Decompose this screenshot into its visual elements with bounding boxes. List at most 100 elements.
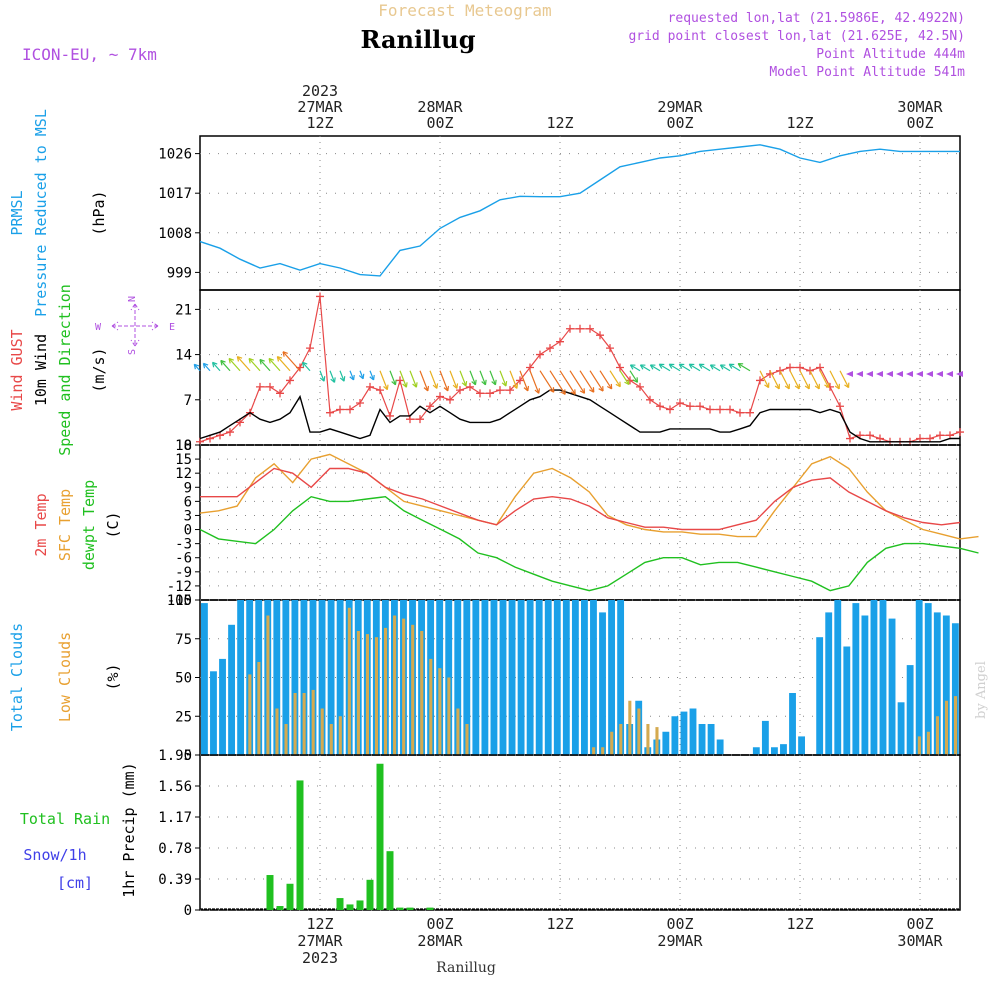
wind-arrow <box>799 370 810 390</box>
wind-arrow <box>389 370 397 386</box>
wind-arrow-head <box>452 383 459 389</box>
bottom-time-label: 12Z <box>786 915 813 933</box>
wind-arrow-head <box>391 379 397 386</box>
wind-arrow <box>459 370 467 387</box>
header-title: Ranillug <box>360 25 475 54</box>
wind-arrow <box>329 370 336 383</box>
total-cloud-bar <box>752 747 760 755</box>
gust-marker <box>846 434 854 443</box>
bottom-time-label: 28MAR <box>417 932 463 950</box>
total-cloud-bar <box>816 637 824 755</box>
total-cloud-bar <box>825 612 833 755</box>
wind-arrow <box>809 370 820 390</box>
low-cloud-bar <box>628 700 632 755</box>
footer-location: Ranillug <box>436 960 496 976</box>
pressure-line <box>199 144 960 277</box>
wind-gust-label: Wind GUST <box>8 329 26 410</box>
gust-marker <box>696 402 704 411</box>
wind-arrow-head <box>236 355 243 362</box>
temp-2m-label: 2m Temp <box>32 493 50 556</box>
wind-arrow <box>276 356 291 372</box>
wind-arrow <box>469 370 477 386</box>
wind-arrow <box>896 370 903 377</box>
gust-marker <box>336 405 344 414</box>
gust-marker <box>516 376 524 385</box>
low-cloud-bar <box>420 631 424 755</box>
total-cloud-bar <box>671 716 679 755</box>
wind-arrow <box>349 370 355 381</box>
wind-arrow-head <box>491 379 497 386</box>
location-info-3: Model Point Altitude 541m <box>769 65 965 80</box>
gust-marker <box>376 386 384 395</box>
rain-bar <box>266 875 274 910</box>
low-cloud-bar <box>429 658 433 755</box>
gust-marker <box>476 389 484 398</box>
total-cloud-bar <box>951 623 959 755</box>
wind-arrow-head <box>615 381 621 388</box>
total-cloud-bar <box>463 600 471 755</box>
total-cloud-bar <box>535 600 543 755</box>
location-info-1: grid point closest lon,lat (21.625E, 42.… <box>628 29 965 44</box>
wind-arrow-head <box>678 363 685 369</box>
wind-arrow <box>409 370 417 388</box>
gust-marker <box>636 382 644 391</box>
bottom-time-label: 12Z <box>306 915 333 933</box>
snow-unit-label: [cm] <box>57 874 93 892</box>
bottom-time-label: 00Z <box>666 915 693 933</box>
total-cloud-bar <box>318 600 326 755</box>
wind-arrow <box>268 358 281 372</box>
gust-marker <box>786 363 794 372</box>
rain-bar <box>406 907 414 910</box>
wind-arrow-head <box>228 357 234 364</box>
wind-arrow-head <box>834 383 840 390</box>
wind-arrow <box>429 370 438 389</box>
compass-s: S <box>127 349 138 355</box>
y-tick-label: -6 <box>175 551 192 567</box>
wind-arrow <box>846 370 853 377</box>
gust-marker <box>686 402 694 411</box>
low-cloud-bar <box>447 677 451 755</box>
wind-arrow <box>539 370 555 393</box>
wind-arrow <box>829 370 840 390</box>
wind-arrow-head <box>844 382 850 389</box>
low-cloud-bar <box>646 724 650 755</box>
wind-arrow-head <box>330 377 336 383</box>
wind-arrow <box>449 370 458 389</box>
bottom-time-label: 12Z <box>546 915 573 933</box>
wind-arrow <box>248 358 261 372</box>
wind-arrow <box>769 370 780 390</box>
total-cloud-bar <box>707 724 715 755</box>
wind-arrow-head <box>728 363 735 369</box>
wind-arrow <box>728 363 741 372</box>
pressure-unit: (hPa) <box>90 190 108 235</box>
y-tick-label: 999 <box>167 265 192 281</box>
gust-marker <box>366 382 374 391</box>
total-cloud-bar <box>662 731 670 755</box>
wind-arrow <box>369 370 375 381</box>
wind-arrow <box>599 370 613 390</box>
compass-icon <box>111 303 159 347</box>
wind-speed-dir-label: Speed and Direction <box>56 284 74 456</box>
gust-marker <box>346 405 354 414</box>
wind-arrow <box>220 360 231 372</box>
y-tick-label: -15 <box>167 593 192 609</box>
total-cloud-bar <box>924 603 932 755</box>
wind-arrow <box>737 363 751 372</box>
y-tick-label: 15 <box>175 452 192 468</box>
wind-arrow-head <box>639 364 646 370</box>
wind-arrow-head <box>276 355 283 362</box>
gust-marker <box>386 411 394 420</box>
y-tick-label: 0 <box>184 903 192 919</box>
wind-arrow-head <box>443 385 450 392</box>
wind-arrow-head <box>339 376 346 382</box>
total-cloud-bar <box>716 739 724 755</box>
wind-arrow <box>658 363 671 372</box>
wind-arrow-head <box>649 364 656 370</box>
gust-marker <box>756 376 764 385</box>
total-cloud-bar <box>300 600 308 755</box>
y-tick-label: 14 <box>175 348 192 364</box>
low-cloud-bar <box>610 731 614 755</box>
wind-arrow <box>379 370 388 390</box>
wind-arrow-head <box>501 380 508 387</box>
temp-dewpt-label: dewpt Temp <box>80 480 98 570</box>
